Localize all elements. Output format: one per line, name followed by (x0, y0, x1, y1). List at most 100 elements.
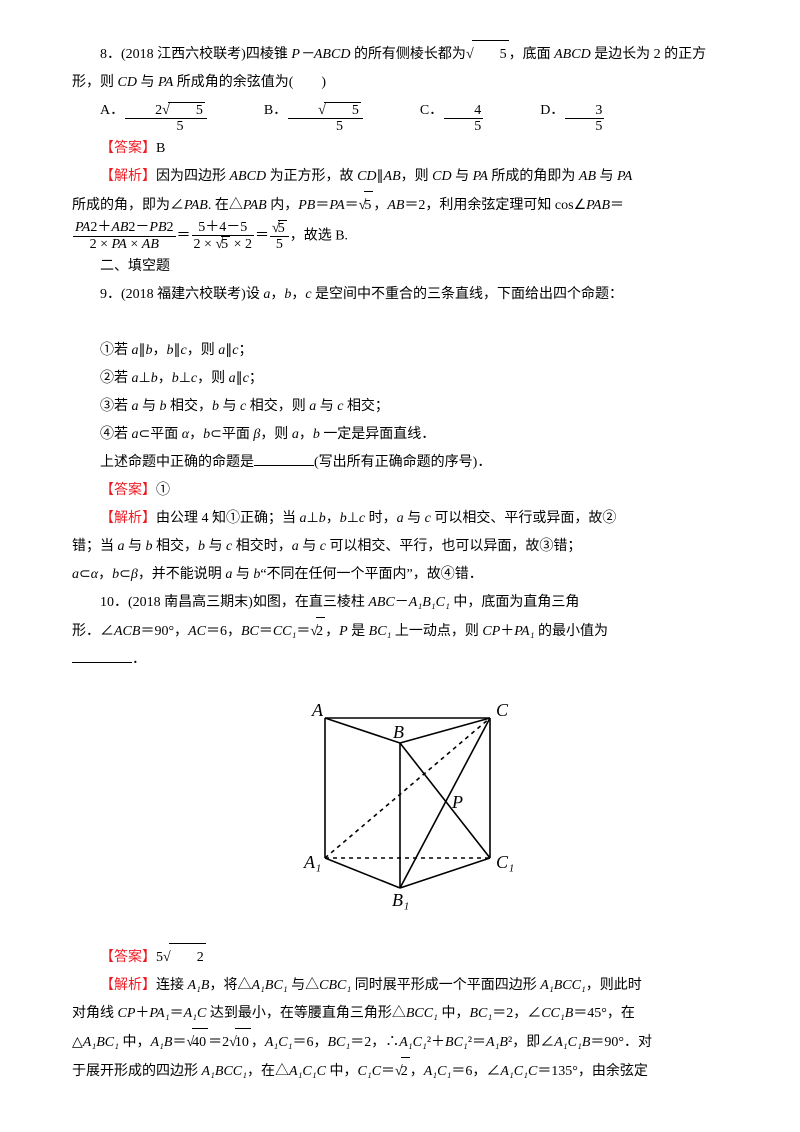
i: CP (118, 1006, 136, 1021)
i: BC₁ (445, 1035, 468, 1050)
t: 因为四边形 (156, 169, 230, 184)
i: ABCD (230, 169, 267, 184)
i: PAB (586, 198, 610, 213)
i: PA (75, 220, 90, 235)
t: 同时展平形成一个平面四边形 (351, 978, 540, 993)
i: a (229, 371, 236, 386)
t: ＝6， (292, 1035, 327, 1050)
t: 2 × (194, 237, 216, 252)
i: A₁BCC₁ (202, 1064, 248, 1079)
label: D． (512, 97, 564, 125)
s: 5 (168, 102, 205, 118)
t: 与 (125, 539, 146, 554)
i: A₁BC₁ (83, 1035, 119, 1050)
i: A₁B (188, 978, 210, 993)
i: b (313, 427, 320, 442)
t: ⊂平面 (210, 427, 253, 442)
t: ； (238, 343, 252, 358)
exp-label: 【解析】 (100, 511, 156, 526)
s: 5 (364, 191, 373, 220)
i: a (132, 399, 139, 414)
i: A₁BCC₁ (540, 978, 586, 993)
i: A₁C (184, 1006, 207, 1021)
t: ²，即∠ (508, 1035, 554, 1050)
d: 5 (565, 119, 604, 134)
i: a (118, 539, 125, 554)
t: 2 (167, 220, 174, 235)
i: BCC₁ (406, 1006, 438, 1021)
i: a (397, 511, 404, 526)
t: 2＋ (90, 220, 111, 235)
i: PA₁ (149, 1006, 169, 1021)
i: PA (112, 237, 127, 252)
t: ④若 (100, 427, 132, 442)
t: ∥ (377, 169, 384, 184)
i: a (292, 427, 299, 442)
label: B． (236, 97, 287, 125)
q9-concl: 上述命题中正确的命题是(写出所有正确命题的序号)． (72, 449, 728, 477)
t: 9．(2018 福建六校联考)设 (100, 287, 263, 302)
txt: 的所有侧棱长都为 (350, 47, 466, 62)
q9-exp-3: a⊂α，b⊂β，并不能说明 a 与 b“不同在任何一个平面内”，故④错． (72, 561, 728, 589)
i: A₁BC₁ (251, 978, 287, 993)
t: 相交； (343, 399, 389, 414)
t: . 在△ (208, 198, 243, 213)
q9-s2: ②若 a⊥b，b⊥c，则 a∥c； (72, 365, 728, 393)
t: ， (158, 371, 172, 386)
t: “不同在任何一个平面内”，故④错． (260, 567, 482, 582)
i: b (172, 371, 179, 386)
s: 10 (235, 1028, 251, 1057)
i: A₁B (150, 1035, 172, 1050)
t: ＝ (610, 198, 624, 213)
i: P (339, 624, 348, 639)
i: b (146, 343, 153, 358)
i: AB (579, 169, 596, 184)
i: AB (387, 198, 404, 213)
s: 2 (316, 617, 325, 646)
i: b (198, 539, 205, 554)
n: 5＋4－5 (192, 220, 255, 236)
s: 5 (221, 236, 230, 252)
pa: PA (158, 75, 173, 90)
t: (写出所有正确命题的序号)． (314, 455, 491, 470)
t: ， (270, 287, 284, 302)
t: ， (373, 198, 387, 213)
i: a (292, 539, 299, 554)
q10-figure: A C B A₁ C₁ B₁ P (72, 688, 728, 929)
t: ＝ (345, 198, 359, 213)
t: ， (410, 1064, 424, 1079)
cd: CD (118, 75, 137, 90)
label: A． (72, 97, 124, 125)
t: ＝ (170, 1006, 184, 1021)
n: 4 (444, 103, 483, 119)
t: 由公理 4 知①正确；当 (156, 511, 300, 526)
n: 5 (156, 950, 163, 965)
t: ＝ (296, 624, 310, 639)
t: ； (249, 371, 263, 386)
q10-exp-1: 【解析】连接 A₁B，将△A₁BC₁ 与△CBC₁ 同时展平形成一个平面四边形 … (72, 972, 728, 1000)
t: 与 (232, 567, 253, 582)
i: A₁B₁C₁ (409, 595, 450, 610)
t: － (395, 595, 409, 610)
opt-b: B．√55 (236, 97, 364, 135)
q8-explain-2: 所成的角，即为∠PAB. 在△PAB 内，PB＝PA＝√5，AB＝2，利用余弦定… (72, 191, 728, 220)
t: ， (98, 567, 112, 582)
exp-label: 【解析】 (100, 169, 156, 184)
d: 5 (270, 237, 289, 252)
t: ＋ (135, 1006, 149, 1021)
label-B: B (393, 722, 404, 742)
i: CC₁ (273, 624, 297, 639)
label-C: C (496, 700, 509, 720)
t: ， (326, 511, 340, 526)
i: CD (357, 169, 376, 184)
i: α (182, 427, 189, 442)
s: 5 (278, 220, 287, 236)
t: × (127, 237, 142, 252)
t: 为正方形，故 (266, 169, 357, 184)
t: ＝2，利用余弦定理可知 cos∠ (404, 198, 586, 213)
exp-label: 【解析】 (100, 978, 156, 993)
t: ，则 (187, 343, 219, 358)
txt: 与 (137, 75, 158, 90)
i: A₁C₁B (554, 1035, 590, 1050)
t: ③若 (100, 399, 132, 414)
